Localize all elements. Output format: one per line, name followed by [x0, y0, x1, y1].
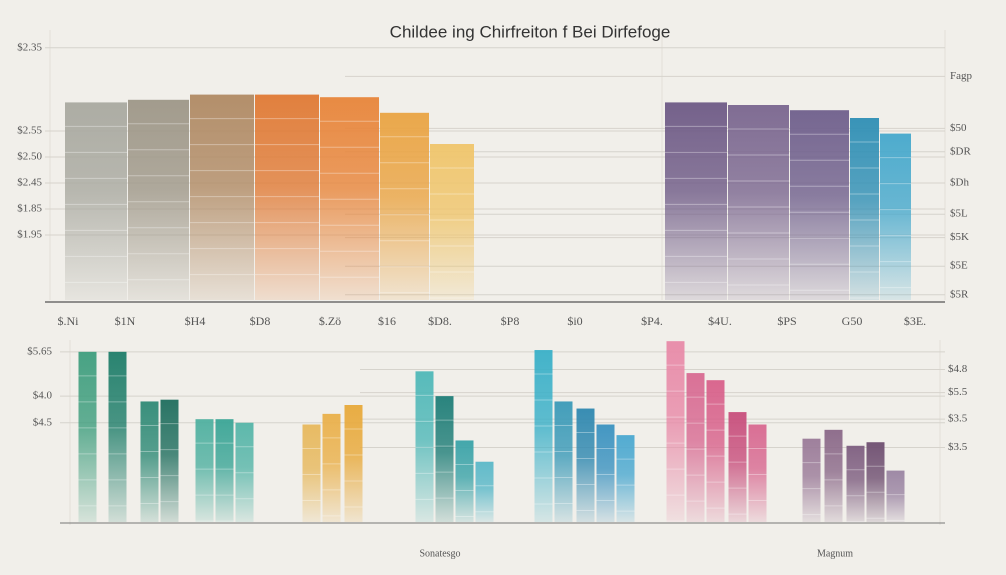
x-tick-label: $P8 [501, 314, 520, 328]
y-tick-label: $2.45 [17, 177, 42, 189]
x-tick-label: $.Ni [58, 314, 80, 328]
bar [802, 438, 821, 522]
bar [190, 94, 254, 300]
y2-tick-label: $3.5 [948, 441, 968, 453]
x-tick-label: $D8. [428, 314, 452, 328]
bar [824, 429, 843, 522]
y2-tick-label: $5K [950, 231, 969, 243]
bar [195, 419, 214, 522]
y2-tick-label: $5.5 [948, 386, 968, 398]
y2-tick-label: $3.5 [948, 413, 968, 425]
bar [886, 470, 905, 522]
bar [160, 399, 179, 522]
x-tick-label: $H4 [185, 314, 206, 328]
x-tick-label: $4U. [708, 314, 732, 328]
bar [728, 412, 747, 522]
y2-tick-label: Fagp [950, 70, 973, 82]
bar [215, 419, 234, 522]
bar [344, 405, 363, 522]
bar [665, 102, 727, 301]
bar [880, 133, 911, 300]
bar [686, 373, 705, 522]
bar [140, 401, 159, 522]
bar [78, 351, 97, 522]
y2-tick-label: $4.8 [948, 363, 968, 375]
y2-tick-label: $Dh [950, 177, 969, 189]
y-tick-label: $5.65 [27, 345, 52, 357]
bar [108, 351, 127, 522]
bar [866, 442, 885, 522]
vertical-grid [49, 30, 946, 525]
bar [576, 408, 595, 522]
bar [380, 112, 429, 300]
bar [430, 144, 474, 300]
y-tick-label: $2.55 [17, 125, 42, 137]
x-tick-label: $P4. [641, 314, 663, 328]
bar [65, 102, 127, 301]
bar [616, 435, 635, 522]
y2-tick-label: $DR [950, 145, 971, 157]
bar [706, 380, 725, 522]
bar [322, 413, 341, 522]
y2-tick-label: $5E [950, 260, 968, 272]
bar [554, 401, 573, 522]
y-tick-label: $2.35 [17, 41, 42, 53]
x-tick-label: $.Zö [319, 314, 341, 328]
x-tick-label: $PS [777, 314, 796, 328]
x-tick-label: $3E. [904, 314, 926, 328]
y2-tick-label: $5R [950, 288, 969, 300]
y2-tick-label: $5L [950, 208, 968, 220]
bar [320, 97, 379, 300]
bar [666, 341, 685, 522]
y-tick-label: $4.0 [33, 390, 53, 402]
bar [850, 118, 879, 300]
x-group-label: Magnum [817, 548, 853, 559]
bar [748, 424, 767, 522]
bar [455, 440, 474, 522]
x-group-label: Sonatesgo [419, 548, 460, 559]
bar [415, 371, 434, 522]
chart-title: Childee ing Chirfreiton f Bei Dirfefoge [390, 22, 671, 41]
x-tick-label: $16 [378, 314, 396, 328]
bar [596, 424, 615, 522]
bar [728, 105, 789, 300]
x-tick-label: $i0 [567, 314, 582, 328]
x-tick-label: G50 [842, 314, 863, 328]
bar [534, 350, 553, 522]
bar [255, 94, 319, 300]
x-tick-label: $D8 [250, 314, 271, 328]
bar [846, 445, 865, 522]
bar [435, 396, 454, 522]
y-tick-label: $1.85 [17, 203, 42, 215]
y-tick-label: $1.95 [17, 229, 42, 241]
bar [475, 461, 494, 522]
y-tick-label: $2.50 [17, 151, 42, 163]
bar [128, 99, 189, 300]
y2-tick-label: $50 [950, 122, 967, 134]
bar [235, 422, 254, 522]
bar [790, 110, 849, 300]
bar [302, 424, 321, 522]
x-tick-label: $1N [115, 314, 136, 328]
y-tick-label: $4.5 [33, 416, 53, 428]
